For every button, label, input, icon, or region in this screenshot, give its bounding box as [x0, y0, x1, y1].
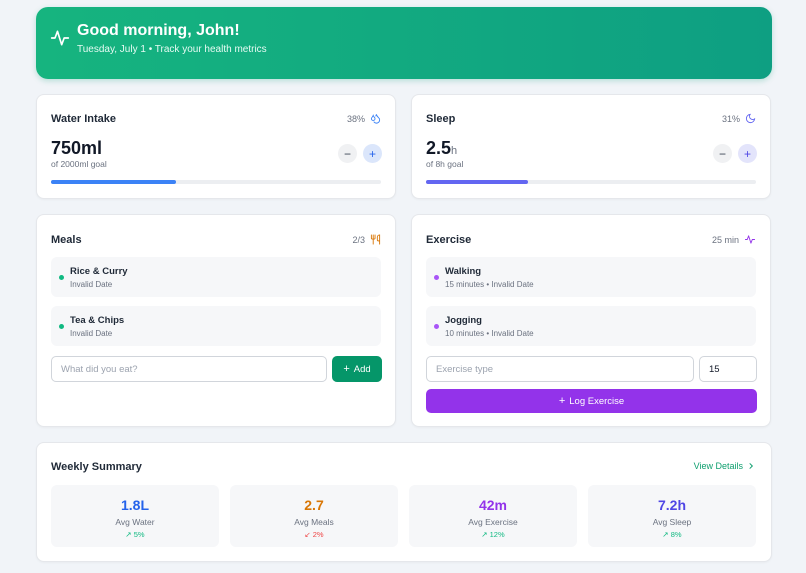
meals-count: 2/3 [352, 234, 365, 245]
water-value: 750ml [51, 138, 103, 158]
view-details-link[interactable]: View Details [694, 461, 755, 471]
meal-input[interactable] [51, 356, 327, 382]
weekly-summary-title: Weekly Summary [51, 461, 142, 473]
add-meal-button[interactable]: + Add [332, 356, 382, 382]
exercise-name: Jogging [445, 315, 482, 326]
sleep-percent: 31% [721, 113, 740, 124]
stat-value: 7.2h [657, 497, 686, 513]
exercise-detail: 10 minutes • Invalid Date [445, 329, 534, 338]
meal-name: Rice & Curry [70, 266, 128, 277]
sleep-title: Sleep [426, 113, 456, 125]
stat-avg-exercise: 42m Avg Exercise ↗ 12% [409, 485, 577, 547]
sleep-progress-track [426, 180, 756, 184]
trend-up-icon: ↗ [662, 530, 669, 539]
sleep-decrease-button[interactable]: − [713, 144, 732, 163]
exercise-detail: 15 minutes • Invalid Date [445, 280, 534, 289]
meal-time: Invalid Date [70, 329, 113, 338]
meal-item: Tea & Chips Invalid Date [51, 306, 381, 346]
trend-down-icon: ↙ [304, 530, 311, 539]
exercise-name: Walking [445, 266, 482, 277]
sleep-unit: h [451, 145, 458, 157]
moon-icon [745, 113, 756, 124]
weekly-summary-card: Weekly Summary View Details 1.8L Avg Wat… [36, 442, 772, 562]
activity-icon [50, 30, 70, 46]
exercise-type-input[interactable] [426, 356, 694, 382]
meal-dot [59, 324, 64, 329]
water-intake-title: Water Intake [51, 113, 117, 125]
plus-icon: + [343, 363, 350, 375]
stat-label: Avg Exercise [468, 517, 518, 527]
stat-trend-value: 12% [489, 530, 505, 539]
stat-trend: ↙ 2% [230, 530, 398, 539]
water-decrease-button[interactable]: − [338, 144, 357, 163]
stat-trend: ↗ 5% [51, 530, 219, 539]
exercise-item: Walking 15 minutes • Invalid Date [426, 257, 756, 297]
view-details-label: View Details [693, 461, 743, 471]
plus-icon: + [558, 395, 566, 407]
greeting-subtitle: Tuesday, July 1 • Track your health metr… [77, 44, 267, 55]
stat-trend: ↗ 12% [409, 530, 577, 539]
meals-title: Meals [51, 234, 82, 246]
stat-trend-value: 8% [670, 530, 682, 539]
water-increase-button[interactable]: + [363, 144, 382, 163]
stat-value: 2.7 [304, 497, 324, 513]
water-intake-card: Water Intake 38% 750ml of 2000ml goal − … [36, 94, 396, 199]
greeting-banner: Good morning, John! Tuesday, July 1 • Tr… [36, 7, 772, 79]
meal-time: Invalid Date [70, 280, 113, 289]
water-progress-fill [51, 180, 177, 184]
stat-label: Avg Meals [294, 517, 334, 527]
water-progress-track [51, 180, 381, 184]
exercise-minutes-input[interactable] [699, 356, 757, 382]
exercise-card: Exercise 25 min Walking 15 minutes • Inv… [411, 214, 771, 427]
exercise-minutes: 25 min [711, 234, 739, 245]
sleep-increase-button[interactable]: + [738, 144, 757, 163]
meal-dot [59, 275, 64, 280]
sleep-card: Sleep 31% 2.5h of 8h goal − + [411, 94, 771, 199]
stat-avg-meals: 2.7 Avg Meals ↙ 2% [230, 485, 398, 547]
utensils-icon [370, 234, 381, 245]
stat-label: Avg Water [115, 517, 155, 527]
stat-trend-value: 5% [133, 530, 145, 539]
water-meta: 38% [347, 113, 381, 124]
meal-item: Rice & Curry Invalid Date [51, 257, 381, 297]
trend-up-icon: ↗ [481, 530, 488, 539]
water-goal: of 2000ml goal [51, 159, 107, 169]
log-exercise-label: Log Exercise [569, 395, 625, 407]
sleep-goal: of 8h goal [426, 159, 464, 169]
chevron-right-icon [749, 463, 754, 469]
add-meal-label: Add [353, 363, 371, 375]
exercise-dot [434, 324, 439, 329]
trend-up-icon: ↗ [125, 530, 132, 539]
exercise-title: Exercise [426, 234, 472, 246]
sleep-value: 2.5h [426, 138, 457, 159]
exercise-meta: 25 min [712, 234, 756, 245]
exercise-dot [434, 275, 439, 280]
droplets-icon [370, 114, 381, 124]
stat-label: Avg Sleep [652, 517, 692, 527]
stat-trend: ↗ 8% [588, 530, 756, 539]
meals-card: Meals 2/3 Rice & Curry Invalid Date Tea … [36, 214, 396, 427]
stat-value: 42m [478, 497, 508, 513]
sleep-meta: 31% [722, 113, 756, 124]
water-percent: 38% [346, 113, 365, 124]
activity-icon [744, 235, 756, 244]
sleep-value-number: 2.5 [426, 138, 452, 158]
stat-avg-sleep: 7.2h Avg Sleep ↗ 8% [588, 485, 756, 547]
stat-avg-water: 1.8L Avg Water ↗ 5% [51, 485, 219, 547]
log-exercise-button[interactable]: + Log Exercise [426, 389, 757, 413]
meal-name: Tea & Chips [70, 315, 125, 326]
meals-meta: 2/3 [352, 234, 381, 245]
stat-trend-value: 2% [312, 530, 324, 539]
exercise-item: Jogging 10 minutes • Invalid Date [426, 306, 756, 346]
sleep-progress-fill [426, 180, 529, 184]
stat-value: 1.8L [120, 497, 149, 513]
greeting-title: Good morning, John! [77, 22, 240, 39]
